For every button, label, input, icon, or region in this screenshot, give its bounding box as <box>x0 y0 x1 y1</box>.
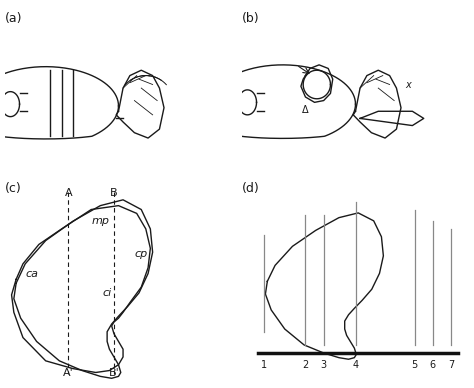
Text: 1: 1 <box>262 360 267 370</box>
Text: 7: 7 <box>448 360 454 370</box>
Text: x: x <box>405 80 410 90</box>
Text: 6: 6 <box>430 360 436 370</box>
Text: 4: 4 <box>353 360 358 370</box>
Text: B: B <box>110 188 118 198</box>
Text: B': B' <box>109 368 119 378</box>
Text: 5: 5 <box>411 360 418 370</box>
Text: cp: cp <box>135 249 148 259</box>
Text: 3: 3 <box>320 360 327 370</box>
Text: $\Delta$: $\Delta$ <box>301 103 310 115</box>
Text: 2: 2 <box>302 360 309 370</box>
Text: (b): (b) <box>242 12 259 25</box>
Text: (d): (d) <box>242 182 259 196</box>
Text: ci: ci <box>102 288 112 298</box>
Text: (c): (c) <box>5 182 21 196</box>
Text: A: A <box>64 188 72 198</box>
Text: A': A' <box>63 368 74 378</box>
Text: mp: mp <box>91 216 109 226</box>
Text: ca: ca <box>26 268 38 279</box>
Text: (a): (a) <box>5 12 22 25</box>
